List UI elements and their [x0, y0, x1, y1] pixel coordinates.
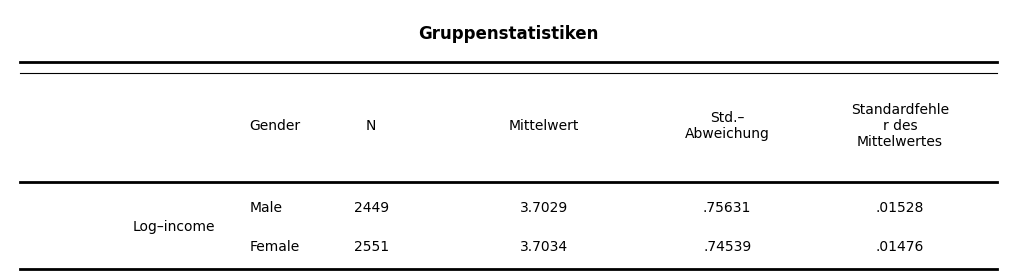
Text: Female: Female: [249, 239, 299, 254]
Text: 3.7029: 3.7029: [520, 201, 569, 215]
Text: Mittelwert: Mittelwert: [508, 119, 580, 133]
Text: Log–income: Log–income: [132, 220, 215, 235]
Text: Gruppenstatistiken: Gruppenstatistiken: [418, 25, 599, 43]
Text: .75631: .75631: [703, 201, 752, 215]
Text: 2449: 2449: [354, 201, 388, 215]
Text: Standardfehle
r des
Mittelwertes: Standardfehle r des Mittelwertes: [851, 103, 949, 149]
Text: N: N: [366, 119, 376, 133]
Text: .01528: .01528: [876, 201, 924, 215]
Text: Male: Male: [249, 201, 282, 215]
Text: 2551: 2551: [354, 239, 388, 254]
Text: Std.–
Abweichung: Std.– Abweichung: [684, 111, 770, 141]
Text: 3.7034: 3.7034: [520, 239, 569, 254]
Text: .01476: .01476: [876, 239, 924, 254]
Text: Gender: Gender: [249, 119, 300, 133]
Text: .74539: .74539: [703, 239, 752, 254]
